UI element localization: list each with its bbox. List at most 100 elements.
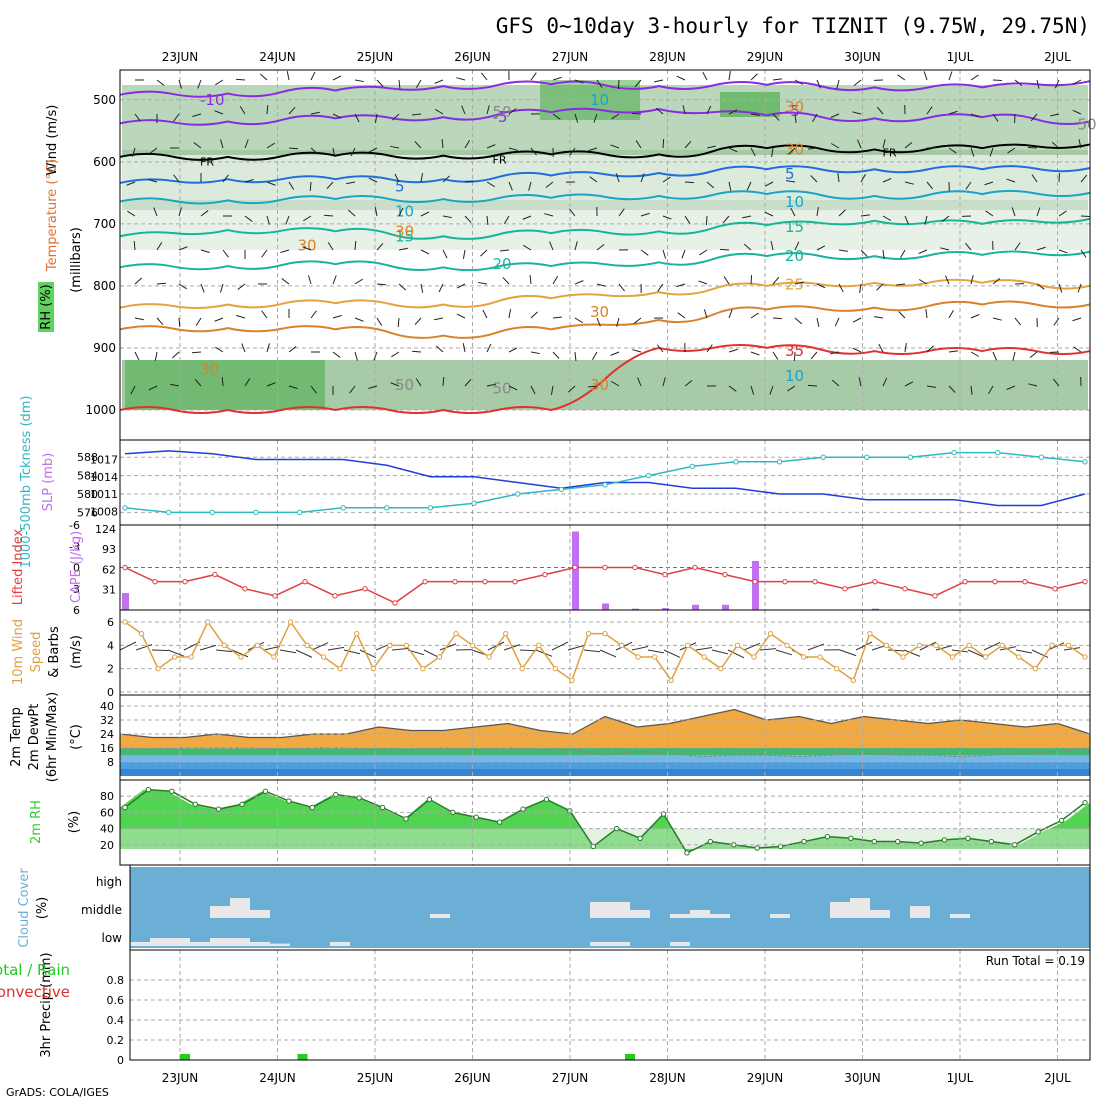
wind-speed-series-point [552,665,559,672]
wind-barb [486,181,495,188]
wind-barb [178,207,182,217]
wind-barb [441,138,444,149]
surface-barb [263,645,281,651]
wind-barb [195,317,202,326]
wind-barb [684,140,692,149]
y-tick-temp-40: 40 [100,700,114,713]
wind-barb [926,385,936,388]
y-tick-lifted-3: 3 [73,583,80,596]
lifted-index-series-point [362,586,368,592]
wind-barb [508,108,517,115]
wind-barb [654,79,664,83]
surface-barb [519,649,537,652]
rh-series-point [871,838,877,845]
wind-barb [904,141,913,149]
rh-series-point [520,806,526,812]
cloud-low-bar [210,938,230,946]
surface-barb [647,649,665,654]
wind-barb [286,71,290,81]
lifted-index-series-point [122,564,128,571]
cloud-middle-bar [610,902,630,918]
wind-barb [764,181,774,187]
cape-bar [632,608,639,610]
surface-barb [695,647,713,651]
y-tick-rh-40: 40 [100,823,114,836]
wind-barb [838,249,848,252]
wind-barb [552,316,563,319]
surface-barb [135,644,153,651]
wind-barb [816,79,821,89]
isotherm-30 [119,300,1091,339]
wind-barb [874,316,884,319]
wind-barb [699,249,708,256]
surface-barb [759,648,777,651]
y-tick-pressure-800: 800 [93,279,116,293]
precip-panel-frame [129,949,1091,1061]
y-axis-label-slp: SLP (mb) [41,453,56,512]
wind-barb [288,346,297,353]
lifted-index-series-point [182,578,188,585]
wind-barb [261,249,268,258]
wind-barb [1052,378,1060,387]
wind-barb [374,207,378,217]
contour-label: 20 [493,255,512,273]
wind-barb [860,173,866,183]
wind-speed-series-point [867,630,873,637]
wind-barb [420,283,424,293]
surface-barb [151,649,169,652]
wind-barb [750,351,760,356]
y-axis-label-cape: CAPE (J/kg) [69,531,84,603]
wind-barb [772,78,782,81]
wind-barb [1073,346,1082,353]
wind-barb [414,141,422,149]
rh-series-point [801,838,807,845]
cape-bar [662,608,669,610]
cape-bar [692,604,699,610]
wind-barb [326,181,334,190]
wind-barb [200,283,205,293]
wind-barb [1011,207,1016,217]
wind-barb [750,147,756,157]
wind-barb [178,317,181,328]
wind-barb [1031,174,1038,183]
cloud-middle-bar [430,914,450,918]
wind-barb [918,249,928,254]
wind-barb [332,113,342,119]
lifted-index-series-point [1022,578,1028,585]
surface-barb [743,642,761,651]
precip-bar [297,1054,308,1060]
bottom-day-label-29JUN: 29JUN [747,1071,784,1085]
rh-series-point [215,806,222,812]
cloud-low-bar [670,942,690,946]
wind-barb [486,215,489,226]
rh-shade-band [122,200,1088,250]
wind-barb [1014,79,1023,87]
contour-label: 30 [200,361,219,379]
wind-speed-series-point [238,654,244,660]
wind-barb [222,249,229,258]
wind-barb [948,110,958,115]
wind-barb [985,210,994,217]
lifted-index-series-point [722,571,728,578]
wind-barb [771,147,774,157]
wind-barb [376,283,387,286]
bottom-day-label-27JUN: 27JUN [552,1071,589,1085]
legend-rh-label: RH (%) [39,284,54,329]
wind-barb [266,215,270,225]
wind-barb [786,180,796,183]
bottom-day-label-26JUN: 26JUN [454,1071,491,1085]
surface-barb [295,649,313,658]
contour-label: 35 [785,342,804,360]
wind-barb [148,385,158,391]
y-tick-slp-1014: 1014 [90,471,118,484]
cloud-low-bar [590,942,610,946]
wind-barb [508,385,518,391]
wind-barb [398,207,404,217]
y-tick-wind-4: 4 [107,639,114,652]
wind-barb [657,283,664,292]
cloud-middle-bar [210,906,230,918]
wind-barb [723,276,730,285]
wind-barb [632,349,642,353]
bottom-day-label-24JUN: 24JUN [259,1071,296,1085]
